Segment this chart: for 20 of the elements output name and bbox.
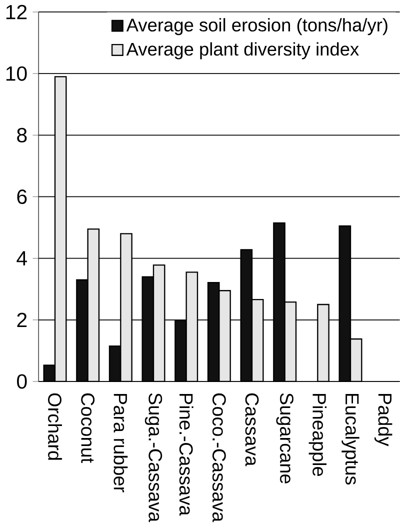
x-tick-label: Cassava [245,393,259,466]
x-tick-label: Coco.-Cassava [212,393,226,522]
x-tick-label: Coconut [81,393,94,463]
legend-label: Average soil erosion (tons/ha/yr) [126,18,388,36]
y-tick-label: 4 [16,251,27,266]
y-tick-label: 0 [16,374,27,389]
y-tick-label: 8 [17,128,27,142]
x-tick-label: Orchard [48,393,62,460]
y-tick-label: 6 [17,189,27,204]
y-tick-label: 12 [6,4,26,20]
legend-label: Average plant diversity index [126,42,359,60]
x-tick-label: Pineapple [308,394,326,476]
x-tick-label: Para rubber [114,394,128,492]
x-tick-label: Eucalyptus [342,394,360,485]
x-tick-label: Pine.-Cassava [179,394,194,516]
y-tick-label: 10 [6,66,27,81]
x-tick-label: Paddy [374,394,392,446]
y-tick-label: 2 [17,312,26,328]
x-tick-label: Suga.-Cassava [144,393,162,522]
x-tick-label: Sugarcane [276,393,294,484]
